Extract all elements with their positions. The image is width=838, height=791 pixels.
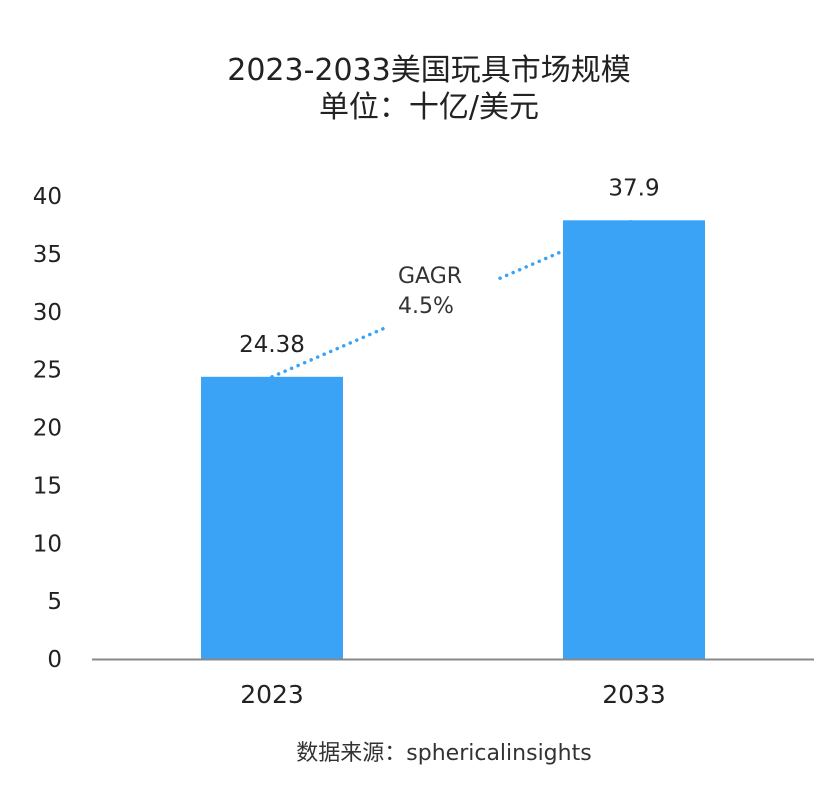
value-label-2023: 24.38	[239, 332, 305, 358]
y-tick-label: 20	[33, 416, 62, 442]
y-tick-label: 35	[33, 242, 62, 268]
value-labels: 24.38 37.9	[239, 175, 660, 357]
bars	[201, 220, 705, 659]
y-tick-label: 0	[47, 647, 62, 673]
chart-title-line1: 2023-2033美国玩具市场规模	[227, 53, 631, 88]
x-category-2033: 2033	[602, 680, 666, 709]
bar-2023	[201, 376, 343, 659]
growth-connector	[270, 218, 636, 379]
x-axis-categories: 2023 2033	[240, 680, 666, 709]
annotation-line2: 4.5%	[398, 294, 454, 319]
x-category-2023: 2023	[240, 680, 304, 709]
y-tick-label: 25	[33, 358, 62, 384]
growth-dotted-segment-1	[270, 324, 390, 379]
y-tick-label: 30	[33, 300, 62, 326]
value-label-2033: 37.9	[608, 175, 659, 201]
annotation-line1: GAGR	[398, 264, 462, 289]
growth-dotted-segment-2	[498, 218, 636, 280]
y-tick-label: 40	[33, 184, 62, 210]
y-tick-label: 5	[47, 589, 62, 615]
chart-title-line2: 单位：十亿/美元	[319, 90, 539, 125]
bar-2033	[563, 220, 705, 659]
y-tick-label: 15	[33, 473, 62, 499]
y-axis-ticks: 0 5 10 15 20 25 30 35 40	[33, 184, 62, 673]
data-source: 数据来源：sphericalinsights	[296, 741, 591, 766]
y-tick-label: 10	[33, 531, 62, 557]
